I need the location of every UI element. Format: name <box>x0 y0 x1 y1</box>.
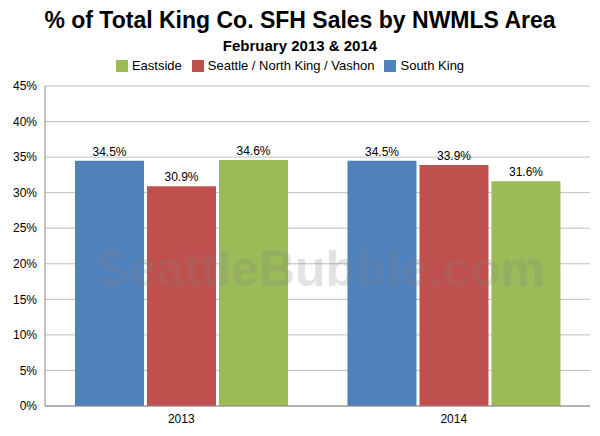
svg-text:30%: 30% <box>13 186 37 200</box>
svg-text:10%: 10% <box>13 328 37 342</box>
svg-text:45%: 45% <box>13 79 37 93</box>
svg-text:25%: 25% <box>13 221 37 235</box>
html-text:South King: South King <box>400 58 465 73</box>
html-text:% of Total King Co. SFH Sales: % of Total King Co. SFH Sales by NWMLS A… <box>44 7 556 33</box>
svg-text:40%: 40% <box>13 115 37 129</box>
svg-text:33.9%: 33.9% <box>437 149 471 163</box>
html-text:SeattleBubble.com: SeattleBubble.com <box>94 241 545 297</box>
svg-text:31.6%: 31.6% <box>509 165 543 179</box>
svg-text:30.9%: 30.9% <box>164 170 198 184</box>
html-text:Seattle / North King / Vashon: Seattle / North King / Vashon <box>207 58 375 73</box>
svg-text:34.6%: 34.6% <box>236 144 270 158</box>
html-text:Eastside: Eastside <box>131 58 182 73</box>
svg-text:35%: 35% <box>13 150 37 164</box>
html-text:February 2013 & 2014: February 2013 & 2014 <box>222 37 378 54</box>
svg-text:0%: 0% <box>20 399 38 413</box>
svg-text:2014: 2014 <box>440 412 467 426</box>
svg-text:15%: 15% <box>13 293 37 307</box>
svg-text:5%: 5% <box>20 364 38 378</box>
svg-text:20%: 20% <box>13 257 37 271</box>
svg-text:34.5%: 34.5% <box>92 145 126 159</box>
svg-text:2013: 2013 <box>168 412 195 426</box>
svg-text:34.5%: 34.5% <box>365 145 399 159</box>
